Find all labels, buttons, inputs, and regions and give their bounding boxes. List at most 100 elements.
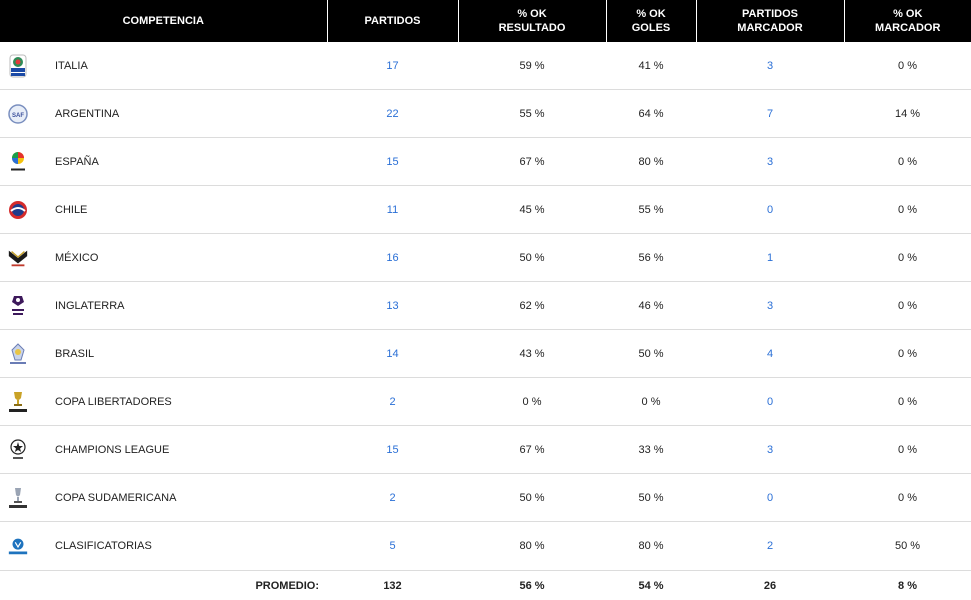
competencia-name[interactable]: CLASIFICATORIAS xyxy=(55,540,152,552)
ok-goles-cell: 41 % xyxy=(606,42,696,90)
table-row[interactable]: SAF ARGENTINA 22 55 % 64 % 7 14 % xyxy=(0,90,971,138)
partidos-marcador-link[interactable]: 1 xyxy=(767,252,773,264)
partidos-cell[interactable]: 16 xyxy=(327,234,458,282)
competencia-name[interactable]: ARGENTINA xyxy=(55,108,119,120)
competencia-name[interactable]: INGLATERRA xyxy=(55,300,124,312)
partidos-marcador-link[interactable]: 2 xyxy=(767,540,773,552)
partidos-cell[interactable]: 11 xyxy=(327,186,458,234)
header-partidos[interactable]: PARTIDOS xyxy=(327,0,458,42)
partidos-marcador-link[interactable]: 0 xyxy=(767,492,773,504)
superliga-argentina-logo-icon: SAF xyxy=(7,102,29,126)
table-row[interactable]: CHAMPIONS LEAGUE 15 67 % 33 % 3 0 % xyxy=(0,426,971,474)
partidos-marcador-link[interactable]: 3 xyxy=(767,444,773,456)
partidos-marcador-link[interactable]: 3 xyxy=(767,300,773,312)
competencia-cell: SAF ARGENTINA xyxy=(0,90,327,138)
competencia-name[interactable]: CHILE xyxy=(55,204,87,216)
ok-resultado-cell: 62 % xyxy=(458,282,606,330)
serie-a-logo-icon xyxy=(7,54,29,78)
table-row[interactable]: ESPAÑA 15 67 % 80 % 3 0 % xyxy=(0,138,971,186)
competencia-name[interactable]: ITALIA xyxy=(55,60,88,72)
table-row[interactable]: CLASIFICATORIAS 5 80 % 80 % 2 50 % xyxy=(0,522,971,571)
competencia-name[interactable]: MÉXICO xyxy=(55,252,98,264)
table-row[interactable]: COPA SUDAMERICANA 2 50 % 50 % 0 0 % xyxy=(0,474,971,522)
partidos-marcador-cell[interactable]: 4 xyxy=(696,330,844,378)
ok-goles-cell: 80 % xyxy=(606,138,696,186)
partidos-link[interactable]: 15 xyxy=(386,156,398,168)
ok-resultado-cell: 67 % xyxy=(458,426,606,474)
partidos-marcador-cell[interactable]: 0 xyxy=(696,186,844,234)
ok-marcador-cell: 0 % xyxy=(844,426,971,474)
table-row[interactable]: CHILE 11 45 % 55 % 0 0 % xyxy=(0,186,971,234)
partidos-cell[interactable]: 2 xyxy=(327,378,458,426)
laliga-logo-icon xyxy=(7,150,29,174)
partidos-marcador-cell[interactable]: 1 xyxy=(696,234,844,282)
partidos-marcador-cell[interactable]: 3 xyxy=(696,426,844,474)
header-competencia[interactable]: COMPETENCIA xyxy=(0,0,327,42)
table-row[interactable]: COPA LIBERTADORES 2 0 % 0 % 0 0 % xyxy=(0,378,971,426)
partidos-cell[interactable]: 17 xyxy=(327,42,458,90)
ok-resultado-cell: 45 % xyxy=(458,186,606,234)
competencia-name[interactable]: ESPAÑA xyxy=(55,156,99,168)
competencia-cell: MÉXICO xyxy=(0,234,327,282)
partidos-marcador-link[interactable]: 0 xyxy=(767,204,773,216)
partidos-link[interactable]: 15 xyxy=(386,444,398,456)
partidos-link[interactable]: 5 xyxy=(389,540,395,552)
partidos-link[interactable]: 11 xyxy=(387,204,398,216)
table-row[interactable]: INGLATERRA 13 62 % 46 % 3 0 % xyxy=(0,282,971,330)
partidos-marcador-cell[interactable]: 3 xyxy=(696,42,844,90)
partidos-cell[interactable]: 15 xyxy=(327,138,458,186)
copa-libertadores-logo-icon xyxy=(7,390,29,414)
partidos-marcador-link[interactable]: 0 xyxy=(767,396,773,408)
partidos-cell[interactable]: 5 xyxy=(327,522,458,571)
ok-resultado-cell: 43 % xyxy=(458,330,606,378)
liga-mx-logo-icon xyxy=(7,246,29,270)
competencia-cell: ESPAÑA xyxy=(0,138,327,186)
partidos-marcador-cell[interactable]: 7 xyxy=(696,90,844,138)
partidos-link[interactable]: 13 xyxy=(386,300,398,312)
ok-goles-cell: 0 % xyxy=(606,378,696,426)
partidos-link[interactable]: 14 xyxy=(386,348,398,360)
partidos-marcador-cell[interactable]: 3 xyxy=(696,138,844,186)
partidos-marcador-cell[interactable]: 3 xyxy=(696,282,844,330)
partidos-marcador-link[interactable]: 4 xyxy=(767,348,773,360)
ok-resultado-cell: 0 % xyxy=(458,378,606,426)
partidos-cell[interactable]: 2 xyxy=(327,474,458,522)
partidos-cell[interactable]: 13 xyxy=(327,282,458,330)
competencia-cell: CHAMPIONS LEAGUE xyxy=(0,426,327,474)
partidos-link[interactable]: 16 xyxy=(386,252,398,264)
champions-league-logo-icon xyxy=(7,438,29,462)
ok-marcador-cell: 0 % xyxy=(844,330,971,378)
partidos-cell[interactable]: 22 xyxy=(327,90,458,138)
competencia-name[interactable]: COPA LIBERTADORES xyxy=(55,396,172,408)
table-row[interactable]: ITALIA 17 59 % 41 % 3 0 % xyxy=(0,42,971,90)
partidos-cell[interactable]: 15 xyxy=(327,426,458,474)
partidos-marcador-link[interactable]: 7 xyxy=(767,108,773,120)
competencia-name[interactable]: BRASIL xyxy=(55,348,94,360)
partidos-link[interactable]: 22 xyxy=(386,108,398,120)
partidos-marcador-link[interactable]: 3 xyxy=(767,156,773,168)
ok-goles-cell: 55 % xyxy=(606,186,696,234)
competencia-cell: COPA LIBERTADORES xyxy=(0,378,327,426)
partidos-link[interactable]: 17 xyxy=(386,60,398,72)
table-row[interactable]: BRASIL 14 43 % 50 % 4 0 % xyxy=(0,330,971,378)
partidos-link[interactable]: 2 xyxy=(389,492,395,504)
ok-resultado-cell: 50 % xyxy=(458,234,606,282)
table-row[interactable]: MÉXICO 16 50 % 56 % 1 0 % xyxy=(0,234,971,282)
partidos-marcador-link[interactable]: 3 xyxy=(767,60,773,72)
competencia-cell: COPA SUDAMERICANA xyxy=(0,474,327,522)
ok-goles-cell: 46 % xyxy=(606,282,696,330)
partidos-link[interactable]: 2 xyxy=(389,396,395,408)
partidos-cell[interactable]: 14 xyxy=(327,330,458,378)
competencia-name[interactable]: CHAMPIONS LEAGUE xyxy=(55,444,169,456)
partidos-marcador-cell[interactable]: 0 xyxy=(696,474,844,522)
competencia-name[interactable]: COPA SUDAMERICANA xyxy=(55,492,176,504)
partidos-marcador-cell[interactable]: 2 xyxy=(696,522,844,571)
partidos-marcador-cell[interactable]: 0 xyxy=(696,378,844,426)
ok-goles-cell: 64 % xyxy=(606,90,696,138)
